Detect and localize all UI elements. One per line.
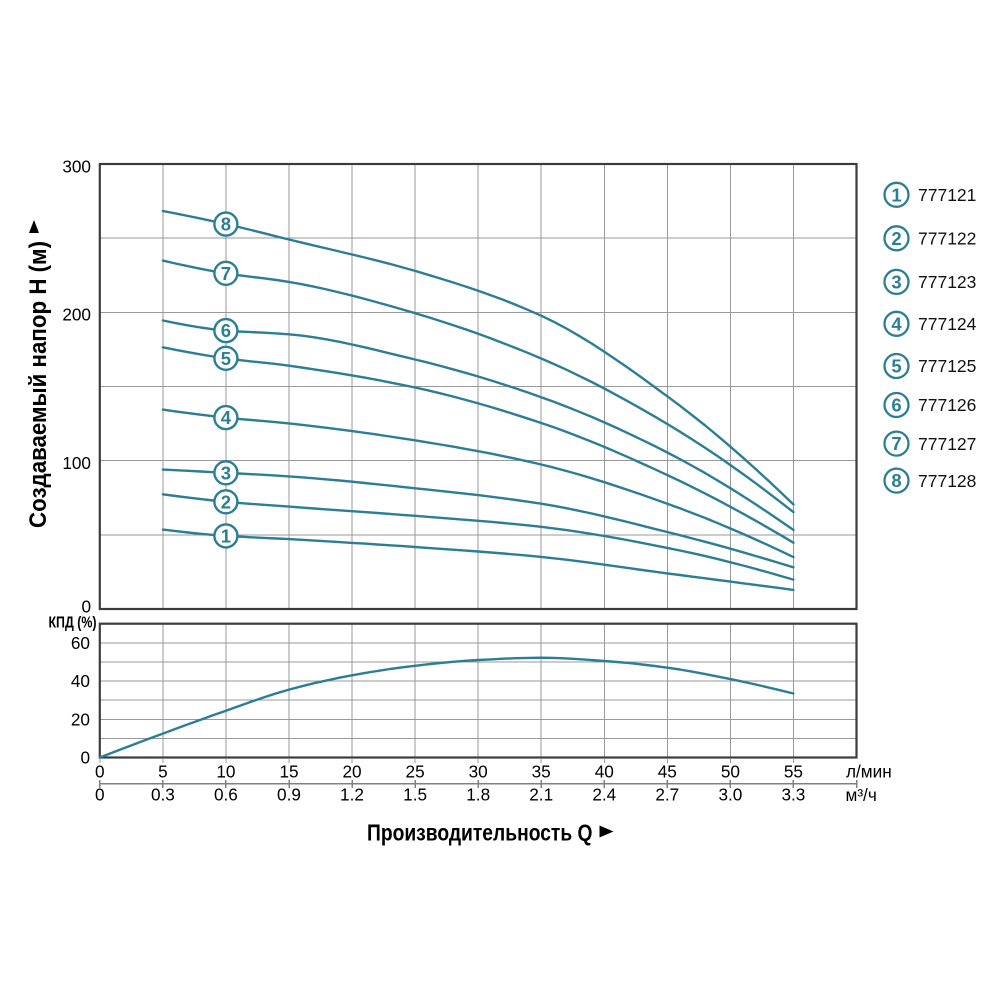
svg-text:300: 300 bbox=[62, 156, 91, 176]
svg-text:100: 100 bbox=[62, 453, 91, 473]
svg-text:0: 0 bbox=[80, 748, 90, 768]
svg-text:3.0: 3.0 bbox=[718, 785, 742, 805]
svg-text:2: 2 bbox=[221, 491, 231, 512]
svg-text:1.5: 1.5 bbox=[403, 785, 427, 805]
svg-text:8: 8 bbox=[891, 470, 901, 491]
svg-text:777124: 777124 bbox=[918, 314, 977, 334]
svg-text:КПД (%): КПД (%) bbox=[49, 615, 97, 632]
svg-text:777126: 777126 bbox=[918, 395, 976, 415]
svg-text:2.7: 2.7 bbox=[655, 785, 679, 805]
svg-text:8: 8 bbox=[221, 214, 231, 235]
svg-text:7: 7 bbox=[221, 263, 231, 284]
svg-text:60: 60 bbox=[71, 633, 90, 653]
svg-text:л/мин: л/мин bbox=[846, 762, 892, 782]
svg-text:0: 0 bbox=[81, 597, 91, 617]
svg-text:777127: 777127 bbox=[918, 434, 976, 454]
svg-text:3: 3 bbox=[221, 462, 231, 483]
svg-text:3.3: 3.3 bbox=[781, 785, 805, 805]
svg-text:50: 50 bbox=[721, 762, 740, 782]
svg-text:1.8: 1.8 bbox=[466, 785, 490, 805]
svg-text:55: 55 bbox=[784, 762, 803, 782]
svg-text:45: 45 bbox=[658, 762, 677, 782]
svg-text:777128: 777128 bbox=[918, 471, 976, 491]
svg-text:10: 10 bbox=[216, 762, 235, 782]
svg-text:6: 6 bbox=[891, 395, 901, 416]
svg-text:1.2: 1.2 bbox=[340, 785, 364, 805]
svg-text:0: 0 bbox=[95, 785, 105, 805]
svg-text:4: 4 bbox=[221, 407, 232, 428]
svg-text:2.1: 2.1 bbox=[529, 785, 553, 805]
svg-text:25: 25 bbox=[406, 762, 425, 782]
svg-text:1: 1 bbox=[891, 184, 901, 205]
svg-text:м³/ч: м³/ч bbox=[846, 785, 877, 805]
svg-text:0.6: 0.6 bbox=[214, 785, 238, 805]
svg-text:40: 40 bbox=[71, 671, 90, 691]
svg-text:30: 30 bbox=[469, 762, 488, 782]
svg-text:4: 4 bbox=[891, 313, 902, 334]
svg-text:5: 5 bbox=[891, 356, 901, 377]
svg-text:1: 1 bbox=[221, 526, 231, 547]
svg-text:20: 20 bbox=[342, 762, 361, 782]
svg-text:40: 40 bbox=[595, 762, 614, 782]
svg-text:200: 200 bbox=[62, 305, 91, 325]
svg-text:Производительность Q: Производительность Q bbox=[367, 820, 593, 846]
svg-text:7: 7 bbox=[891, 433, 901, 454]
svg-text:0: 0 bbox=[95, 762, 105, 782]
svg-text:5: 5 bbox=[221, 348, 231, 369]
svg-text:20: 20 bbox=[71, 709, 90, 729]
svg-text:3: 3 bbox=[891, 272, 901, 293]
svg-text:6: 6 bbox=[221, 320, 231, 341]
svg-text:35: 35 bbox=[532, 762, 551, 782]
svg-text:5: 5 bbox=[158, 762, 168, 782]
svg-text:0.9: 0.9 bbox=[277, 785, 301, 805]
svg-text:15: 15 bbox=[279, 762, 298, 782]
svg-text:0.3: 0.3 bbox=[151, 785, 175, 805]
svg-text:2: 2 bbox=[891, 228, 901, 249]
svg-text:2.4: 2.4 bbox=[592, 785, 616, 805]
svg-text:777125: 777125 bbox=[918, 356, 976, 376]
svg-text:Создаваемый напор H (м): Создаваемый напор H (м) bbox=[25, 241, 52, 528]
svg-text:777123: 777123 bbox=[918, 272, 976, 292]
svg-text:777122: 777122 bbox=[918, 229, 976, 249]
svg-text:777121: 777121 bbox=[918, 185, 976, 205]
